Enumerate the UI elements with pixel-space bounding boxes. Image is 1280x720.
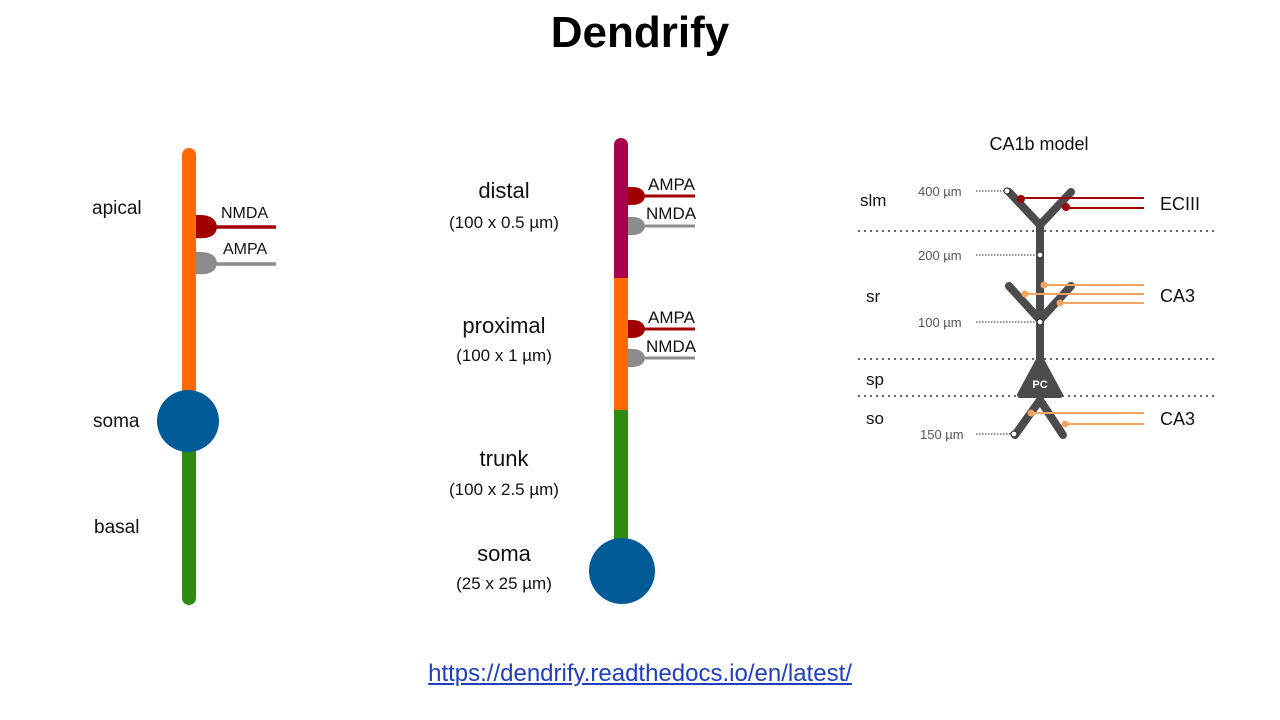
proximal-nmda-synapse-icon <box>628 348 645 368</box>
distance-100: 100 µm <box>918 315 962 330</box>
ca3-synapse <box>1027 409 1035 417</box>
ampa-synapse-icon <box>196 251 217 275</box>
left-neuron-model: apical soma basal NMDA AMPA <box>92 148 276 605</box>
slide-title: Dendrify <box>550 8 730 57</box>
layer-sp-label: sp <box>866 370 884 389</box>
pc-label: PC <box>1032 379 1047 391</box>
apical-label: apical <box>92 198 142 219</box>
proximal-ampa-synapse-icon <box>628 319 645 339</box>
soma-name: soma <box>477 541 532 566</box>
ampa-label: AMPA <box>223 241 267 258</box>
layer-so-label: so <box>866 409 884 428</box>
proximal-name: proximal <box>462 313 545 338</box>
soma-circle <box>157 390 219 452</box>
distance-200: 200 µm <box>918 248 962 263</box>
distance-marker <box>1036 318 1044 326</box>
basal-label: basal <box>94 517 139 538</box>
pyramidal-cell-soma <box>1017 355 1063 398</box>
eciii-synapse <box>1062 203 1070 211</box>
distance-marker <box>1010 430 1018 438</box>
soma-label: soma <box>93 411 140 432</box>
layer-sr-label: sr <box>866 287 881 306</box>
soma-dims: (25 x 25 µm) <box>456 574 552 593</box>
trunk-dims: (100 x 2.5 µm) <box>449 480 559 499</box>
ca3-synapse <box>1021 290 1029 298</box>
ca3-so-label: CA3 <box>1160 409 1195 429</box>
distal-name: distal <box>478 178 529 203</box>
proximal-ampa-label: AMPA <box>648 308 696 327</box>
compartment-model: AMPA NMDA AMPA NMDA distal (100 x 0.5 µm… <box>449 138 697 604</box>
distance-150: 150 µm <box>920 427 964 442</box>
distal-ampa-label: AMPA <box>648 175 696 194</box>
trunk-name: trunk <box>480 446 530 471</box>
ca1b-model: CA1b model PC 400 µm 200 µm 100 µm 15 <box>858 134 1218 442</box>
distal-dims: (100 x 0.5 µm) <box>449 213 559 232</box>
basal-right-branch <box>1036 396 1067 439</box>
nmda-synapse-icon <box>196 214 217 239</box>
ca1b-dendrites <box>1005 188 1075 439</box>
distance-marker <box>1003 187 1011 195</box>
tuft-left-branch <box>1005 188 1044 229</box>
ca3-sr-label: CA3 <box>1160 286 1195 306</box>
ca3-synapse <box>1040 281 1048 289</box>
oblique-right-branch <box>1036 282 1075 324</box>
distal-ampa-synapse-icon <box>628 186 645 206</box>
docs-link[interactable]: https://dendrify.readthedocs.io/en/lates… <box>428 660 852 687</box>
eciii-synapse <box>1017 195 1025 203</box>
soma-compartment <box>589 538 655 604</box>
distance-marker <box>1036 251 1044 259</box>
eciii-label: ECIII <box>1160 194 1200 214</box>
docs-link-container: https://dendrify.readthedocs.io/en/lates… <box>0 660 1280 688</box>
basal-left-branch <box>1011 396 1044 439</box>
distance-400: 400 µm <box>918 184 962 199</box>
ca3-synapse <box>1056 299 1064 307</box>
nmda-label: NMDA <box>221 205 268 222</box>
layer-slm-label: slm <box>860 191 886 210</box>
ca1b-title: CA1b model <box>989 134 1088 154</box>
proximal-dims: (100 x 1 µm) <box>456 346 552 365</box>
oblique-left-branch <box>1005 282 1044 324</box>
distal-nmda-label: NMDA <box>646 204 697 223</box>
ca3-synapse <box>1061 420 1069 428</box>
proximal-nmda-label: NMDA <box>646 337 697 356</box>
distal-nmda-synapse-icon <box>628 216 645 236</box>
